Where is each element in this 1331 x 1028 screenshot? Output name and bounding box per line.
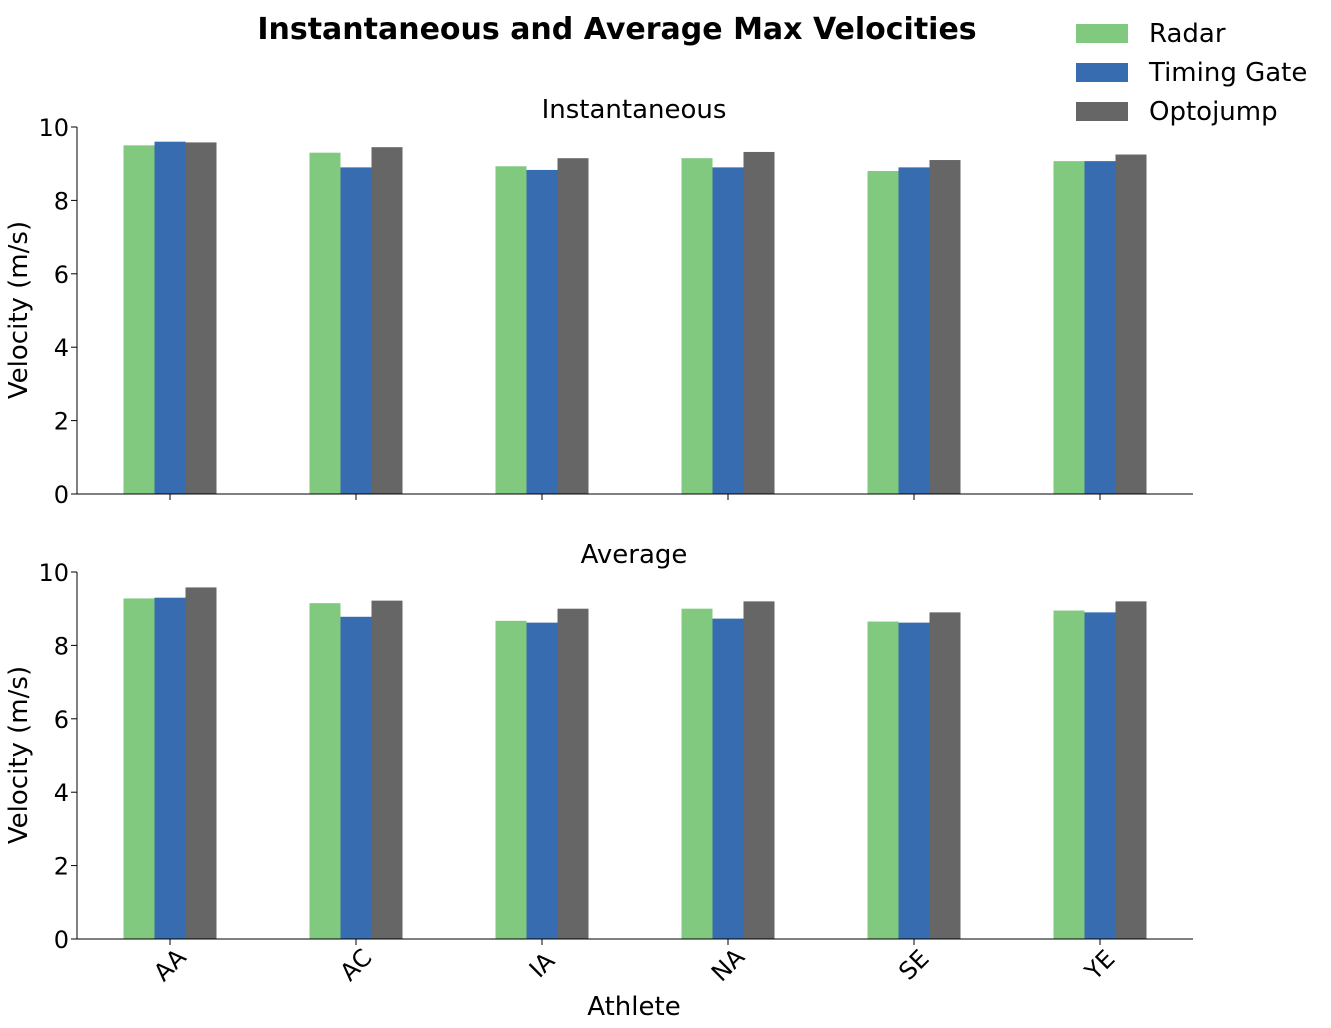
bar-average-ia-timing-gate bbox=[526, 622, 558, 939]
subplot-title-average: Average bbox=[581, 540, 688, 570]
y-tick-label-average-6: 6 bbox=[54, 706, 69, 734]
figure-title: Instantaneous and Average Max Velocities bbox=[257, 12, 976, 47]
y-tick-label-average-4: 4 bbox=[54, 779, 69, 807]
bar-instantaneous-ye-timing-gate bbox=[1084, 161, 1116, 495]
bar-average-ia-optojump bbox=[557, 608, 589, 939]
bar-average-aa-optojump bbox=[185, 587, 217, 939]
y-tick-label-instantaneous-0: 0 bbox=[54, 481, 69, 509]
legend-swatch-radar bbox=[1076, 24, 1128, 43]
bar-instantaneous-se-optojump bbox=[929, 160, 961, 494]
x-axis-label-average: Athlete bbox=[587, 992, 680, 1022]
legend-label-timing-gate: Timing Gate bbox=[1148, 58, 1307, 88]
x-tick-label-average-ac: AC bbox=[335, 944, 378, 987]
y-tick-label-average-8: 8 bbox=[54, 632, 69, 660]
legend: Radar Timing Gate Optojump bbox=[1076, 19, 1307, 127]
bar-average-na-radar bbox=[681, 608, 713, 939]
bar-average-se-timing-gate bbox=[898, 622, 930, 939]
bar-instantaneous-ac-optojump bbox=[371, 147, 403, 494]
bar-instantaneous-ye-radar bbox=[1053, 161, 1085, 495]
bar-instantaneous-ac-radar bbox=[309, 152, 341, 494]
bar-average-se-radar bbox=[867, 621, 899, 939]
legend-label-optojump: Optojump bbox=[1149, 97, 1278, 127]
legend-swatch-timing-gate bbox=[1076, 63, 1128, 82]
bar-instantaneous-aa-optojump bbox=[185, 142, 217, 494]
y-axis-label-average: Velocity (m/s) bbox=[4, 666, 34, 844]
subplot-instantaneous: Instantaneous Velocity (m/s) 0 2 4 6 8 10 bbox=[4, 95, 1193, 509]
y-tick-label-average-2: 2 bbox=[54, 853, 69, 881]
bar-average-ye-optojump bbox=[1115, 601, 1147, 939]
y-tick-label-average-10: 10 bbox=[38, 559, 69, 587]
bar-instantaneous-ac-timing-gate bbox=[340, 167, 372, 494]
bar-average-ac-optojump bbox=[371, 600, 403, 939]
bar-instantaneous-aa-timing-gate bbox=[154, 141, 186, 494]
bars-average bbox=[123, 587, 1147, 939]
bar-instantaneous-ia-radar bbox=[495, 166, 527, 495]
bar-instantaneous-na-radar bbox=[681, 158, 713, 494]
bar-average-aa-timing-gate bbox=[154, 597, 186, 939]
bar-instantaneous-se-radar bbox=[867, 171, 899, 495]
bar-average-na-optojump bbox=[743, 601, 775, 939]
bar-instantaneous-na-optojump bbox=[743, 151, 775, 494]
bar-average-ye-radar bbox=[1053, 610, 1085, 939]
bar-average-se-optojump bbox=[929, 612, 961, 939]
bar-instantaneous-ia-optojump bbox=[557, 158, 589, 494]
bar-average-ac-timing-gate bbox=[340, 616, 372, 939]
y-tick-label-instantaneous-8: 8 bbox=[54, 187, 69, 215]
y-tick-label-instantaneous-4: 4 bbox=[54, 334, 69, 362]
bar-instantaneous-ia-timing-gate bbox=[526, 169, 558, 494]
legend-swatch-optojump bbox=[1076, 102, 1128, 121]
y-tick-label-instantaneous-6: 6 bbox=[54, 261, 69, 289]
bar-average-na-timing-gate bbox=[712, 618, 744, 939]
axes-instantaneous: 0 2 4 6 8 10 bbox=[38, 114, 1193, 509]
y-tick-label-instantaneous-10: 10 bbox=[38, 114, 69, 142]
bar-instantaneous-ye-optojump bbox=[1115, 154, 1147, 494]
bar-average-ia-radar bbox=[495, 620, 527, 939]
bar-average-ac-radar bbox=[309, 603, 341, 939]
y-axis-label-instantaneous: Velocity (m/s) bbox=[4, 221, 34, 399]
x-tick-label-average-aa: AA bbox=[148, 943, 192, 987]
bar-instantaneous-na-timing-gate bbox=[712, 167, 744, 494]
x-tick-label-average-se: SE bbox=[893, 944, 934, 985]
bars-instantaneous bbox=[123, 141, 1147, 495]
bar-instantaneous-aa-radar bbox=[123, 145, 155, 494]
bar-instantaneous-se-timing-gate bbox=[898, 167, 930, 494]
bar-average-ye-timing-gate bbox=[1084, 612, 1116, 939]
subplot-title-instantaneous: Instantaneous bbox=[542, 95, 727, 125]
subplot-average: Average Velocity (m/s) Athlete 0 2 4 6 8 10 AA… bbox=[4, 540, 1193, 1022]
y-tick-label-instantaneous-2: 2 bbox=[54, 408, 69, 436]
y-tick-label-average-0: 0 bbox=[54, 926, 69, 954]
x-tick-label-average-ye: YE bbox=[1079, 945, 1121, 987]
x-tick-label-average-ia: IA bbox=[524, 946, 561, 983]
bar-average-aa-radar bbox=[123, 598, 155, 939]
legend-label-radar: Radar bbox=[1149, 19, 1226, 49]
x-tick-label-average-na: NA bbox=[706, 943, 751, 988]
